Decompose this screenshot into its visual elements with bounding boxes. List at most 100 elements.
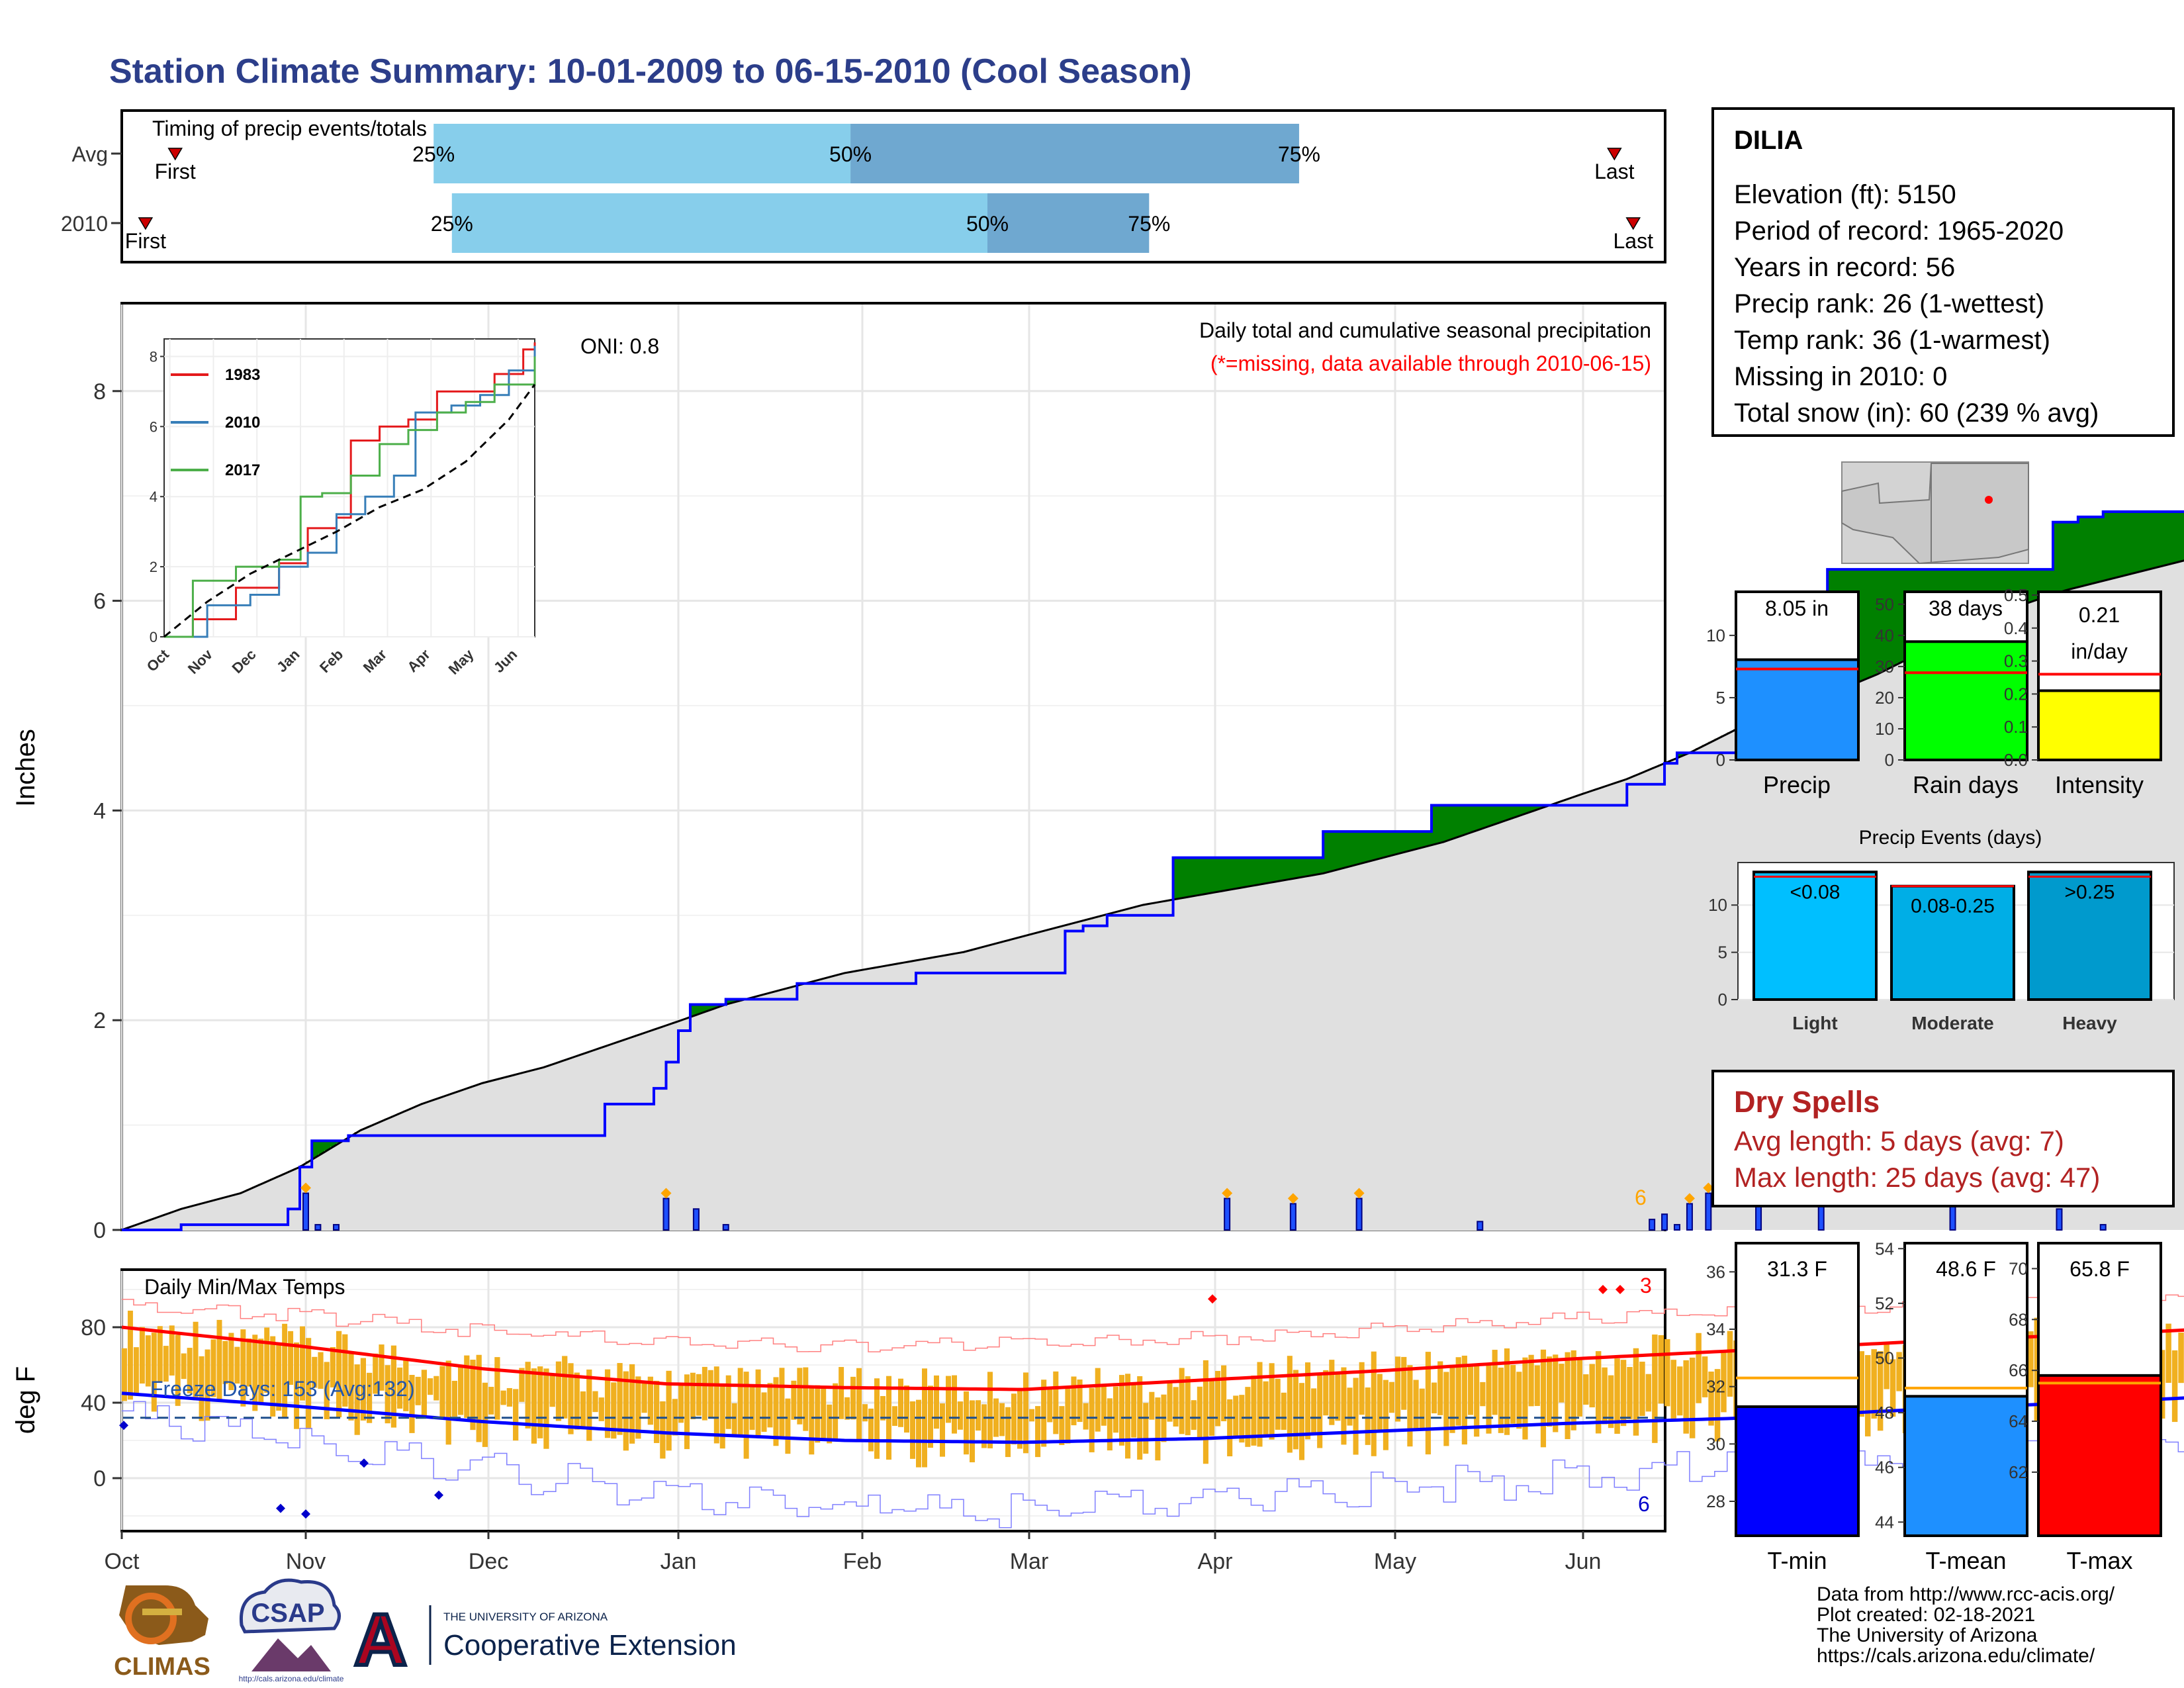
daily-temp-bar xyxy=(2165,1323,2171,1383)
precip-anomaly-fill xyxy=(1197,857,1204,895)
daily-temp-bar xyxy=(1401,1356,1407,1410)
daily-temp-bar xyxy=(1329,1360,1335,1425)
daily-temp-bar xyxy=(312,1356,318,1388)
precip-anomaly-fill xyxy=(2122,511,2129,576)
daily-temp-bar xyxy=(1461,1355,1467,1445)
daily-temp-bar xyxy=(1089,1387,1095,1452)
daily-temp-bar xyxy=(586,1369,592,1441)
precip-anomaly-fill xyxy=(1431,805,1438,845)
precip-anomaly-fill xyxy=(725,999,733,1004)
precip-anomaly-fill xyxy=(2097,516,2104,582)
temp-summary-t-min-chart: 28 30 32 34 36 31.3 F T-min xyxy=(1706,1242,1860,1574)
daily-temp-bar xyxy=(743,1372,749,1459)
credit-url: https://cals.arizona.edu/climate/ xyxy=(1817,1645,2095,1667)
precip-anomaly-fill xyxy=(1522,805,1529,814)
temp-summary-t-max-label: T-max xyxy=(2066,1547,2132,1574)
daily-temp-bar xyxy=(1431,1382,1437,1414)
daily-temp-bar xyxy=(1035,1406,1041,1458)
precip-anomaly-fill xyxy=(1287,857,1294,880)
daily-temp-bar xyxy=(181,1353,187,1380)
extreme-precip-count: 6 xyxy=(1635,1186,1647,1209)
record-min-marker xyxy=(301,1509,310,1519)
record-min-count: 6 xyxy=(1638,1492,1650,1516)
daily-temp-bar xyxy=(1275,1378,1281,1430)
daily-temp-bar xyxy=(1702,1356,1708,1397)
precip-anomaly-fill xyxy=(1516,805,1523,816)
month-tick-label: Apr xyxy=(1198,1549,1233,1574)
precip-anomaly-fill xyxy=(2028,569,2035,602)
precip-anomaly-fill xyxy=(696,1004,703,1014)
daily-temp-bar xyxy=(1449,1366,1455,1433)
daily-temp-bar xyxy=(568,1363,574,1434)
daily-temp-bar xyxy=(1443,1372,1449,1446)
daily-temp-bar xyxy=(537,1366,543,1438)
daily-temp-bar xyxy=(611,1382,617,1439)
daily-temp-bar xyxy=(1614,1358,1620,1434)
daily-temp-bar xyxy=(324,1362,330,1420)
precip-anomaly-fill xyxy=(1323,831,1330,873)
daily-temp-bar xyxy=(592,1391,598,1413)
chart-title: Station Climate Summary: 10-01-2009 to 0… xyxy=(109,52,1192,91)
daily-temp-bar xyxy=(1215,1371,1221,1427)
precip-anomaly-fill xyxy=(690,1004,697,1016)
csap-wordmark: CSAP xyxy=(251,1599,324,1628)
daily-temp-bar xyxy=(193,1321,199,1401)
daily-temp-bar xyxy=(1167,1382,1173,1422)
events-ytick-label: 5 xyxy=(1718,943,1727,962)
climas-wordmark: CLIMAS xyxy=(114,1653,210,1681)
daily-temp-bar xyxy=(1053,1371,1059,1434)
daily-temp-bar xyxy=(1683,1360,1689,1434)
daily-temp-bar xyxy=(1689,1357,1696,1438)
daily-temp-bar xyxy=(1516,1372,1522,1429)
daily-temp-bar xyxy=(1083,1403,1089,1430)
daily-temp-bar xyxy=(1480,1382,1486,1407)
daily-temp-bar xyxy=(833,1383,839,1440)
precip-anomaly-fill xyxy=(1877,569,1884,673)
daily-temp-bar xyxy=(1727,1331,1733,1397)
daily-temp-bar xyxy=(666,1370,672,1451)
daily-temp-bar xyxy=(1023,1372,1028,1454)
daily-temp-bar xyxy=(821,1385,827,1440)
record-max-count: 3 xyxy=(1640,1274,1652,1297)
precip-ytick-label: 4 xyxy=(93,798,106,823)
daily-temp-bar xyxy=(1293,1370,1298,1450)
daily-temp-bar xyxy=(1377,1374,1383,1430)
daily-temp-bar xyxy=(647,1376,653,1425)
daily-temp-bar xyxy=(731,1403,737,1436)
daily-temp-bar xyxy=(169,1325,175,1376)
month-tick-label: Feb xyxy=(843,1549,882,1574)
timing-last-marker xyxy=(1607,148,1622,161)
daily-temp-bar xyxy=(1658,1335,1664,1404)
dry-spells-avg: Avg length: 5 days (avg: 7) xyxy=(1734,1125,2064,1156)
daily-temp-bar xyxy=(1559,1364,1565,1403)
info-period: Period of record: 1965-2020 xyxy=(1734,216,2064,246)
precip-anomaly-fill xyxy=(2153,511,2160,568)
daily-temp-bar xyxy=(1383,1380,1388,1450)
summary-intensity-ytick-label: 0.1 xyxy=(2004,717,2028,737)
precip-anomaly-fill xyxy=(1293,857,1300,878)
daily-temp-bar xyxy=(549,1374,555,1407)
daily-temp-bar xyxy=(1570,1350,1576,1430)
daily-temp-bar xyxy=(531,1368,537,1444)
daily-temp-bar xyxy=(1233,1395,1239,1437)
daily-temp-bar xyxy=(1455,1357,1461,1426)
daily-temp-bar xyxy=(1467,1366,1474,1415)
precip-anomaly-fill xyxy=(713,1004,721,1008)
temp-summary-t-max-ytick-label: 66 xyxy=(2009,1360,2028,1380)
daily-precip-bar xyxy=(2099,1224,2107,1231)
precip-anomaly-fill xyxy=(1504,805,1511,820)
precip-anomaly-fill xyxy=(1437,805,1444,843)
daily-temp-bar xyxy=(1197,1386,1203,1440)
daily-temp-bar xyxy=(749,1385,755,1430)
record-min-marker xyxy=(276,1503,285,1513)
info-missing: Missing in 2010: 0 xyxy=(1734,362,1948,391)
daily-temp-bar xyxy=(1589,1364,1595,1408)
daily-temp-bar xyxy=(653,1380,660,1443)
precip-anomaly-fill xyxy=(1173,857,1180,900)
daily-temp-bar xyxy=(1185,1376,1191,1436)
precip-anomaly-fill xyxy=(1461,805,1469,835)
precip-anomaly-fill xyxy=(1510,805,1517,818)
daily-temp-bar xyxy=(385,1365,390,1424)
avg-cumulative-line xyxy=(121,559,2184,1231)
precip-anomaly-fill xyxy=(1215,857,1222,892)
